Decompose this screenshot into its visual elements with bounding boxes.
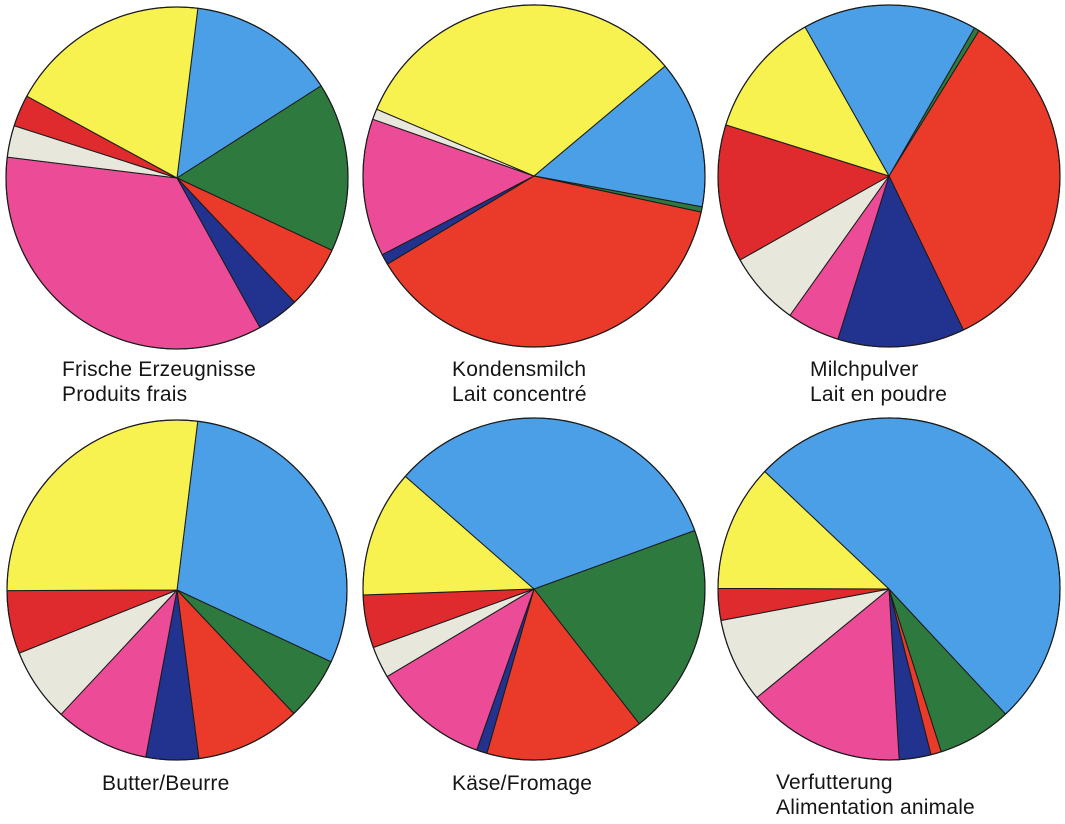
pie-outline — [5, 6, 349, 350]
caption-line-fr: Lait concentré — [452, 383, 587, 406]
caption-line-fr: Alimentation animale — [776, 796, 975, 819]
pie-svg-kondensmilch — [362, 4, 706, 348]
pie-kaese — [362, 417, 706, 761]
pie-milchpulver — [717, 4, 1061, 348]
pie-kondensmilch — [362, 4, 706, 348]
caption-line-de: Frische Erzeugnisse — [62, 358, 257, 381]
caption-line: Käse/Fromage — [452, 772, 593, 795]
pie-svg-kaese — [362, 417, 706, 761]
pie-outline — [717, 4, 1061, 348]
caption-line: Butter/Beurre — [102, 772, 230, 795]
caption-kaese: Käse/Fromage — [452, 771, 592, 796]
caption-line-de: Verfutterung — [776, 771, 893, 794]
caption-milchpulver: Milchpulver Lait en poudre — [810, 357, 947, 407]
caption-kondensmilch: Kondensmilch Lait concentré — [452, 357, 587, 407]
caption-line-fr: Produits frais — [62, 383, 188, 406]
caption-frische-erzeugnisse: Frische Erzeugnisse Produits frais — [62, 357, 256, 407]
pie-outline — [717, 417, 1061, 761]
pie-verfutterung — [717, 417, 1061, 761]
pie-frische-erzeugnisse — [5, 6, 349, 350]
caption-line-de: Kondensmilch — [452, 358, 587, 381]
caption-verfutterung: Verfutterung Alimentation animale — [776, 770, 975, 820]
pie-svg-butter — [6, 419, 348, 761]
pie-outline — [362, 4, 706, 348]
caption-butter: Butter/Beurre — [102, 771, 230, 796]
pie-slice-yellow — [6, 419, 199, 592]
pie-svg-frische-erzeugnisse — [5, 6, 349, 350]
pie-butter — [6, 419, 348, 761]
caption-line-fr: Lait en poudre — [810, 383, 948, 406]
caption-line-de: Milchpulver — [810, 358, 919, 381]
pie-svg-milchpulver — [717, 4, 1061, 348]
pie-outline — [6, 419, 348, 761]
pie-svg-verfutterung — [717, 417, 1061, 761]
pie-outline — [362, 417, 706, 761]
